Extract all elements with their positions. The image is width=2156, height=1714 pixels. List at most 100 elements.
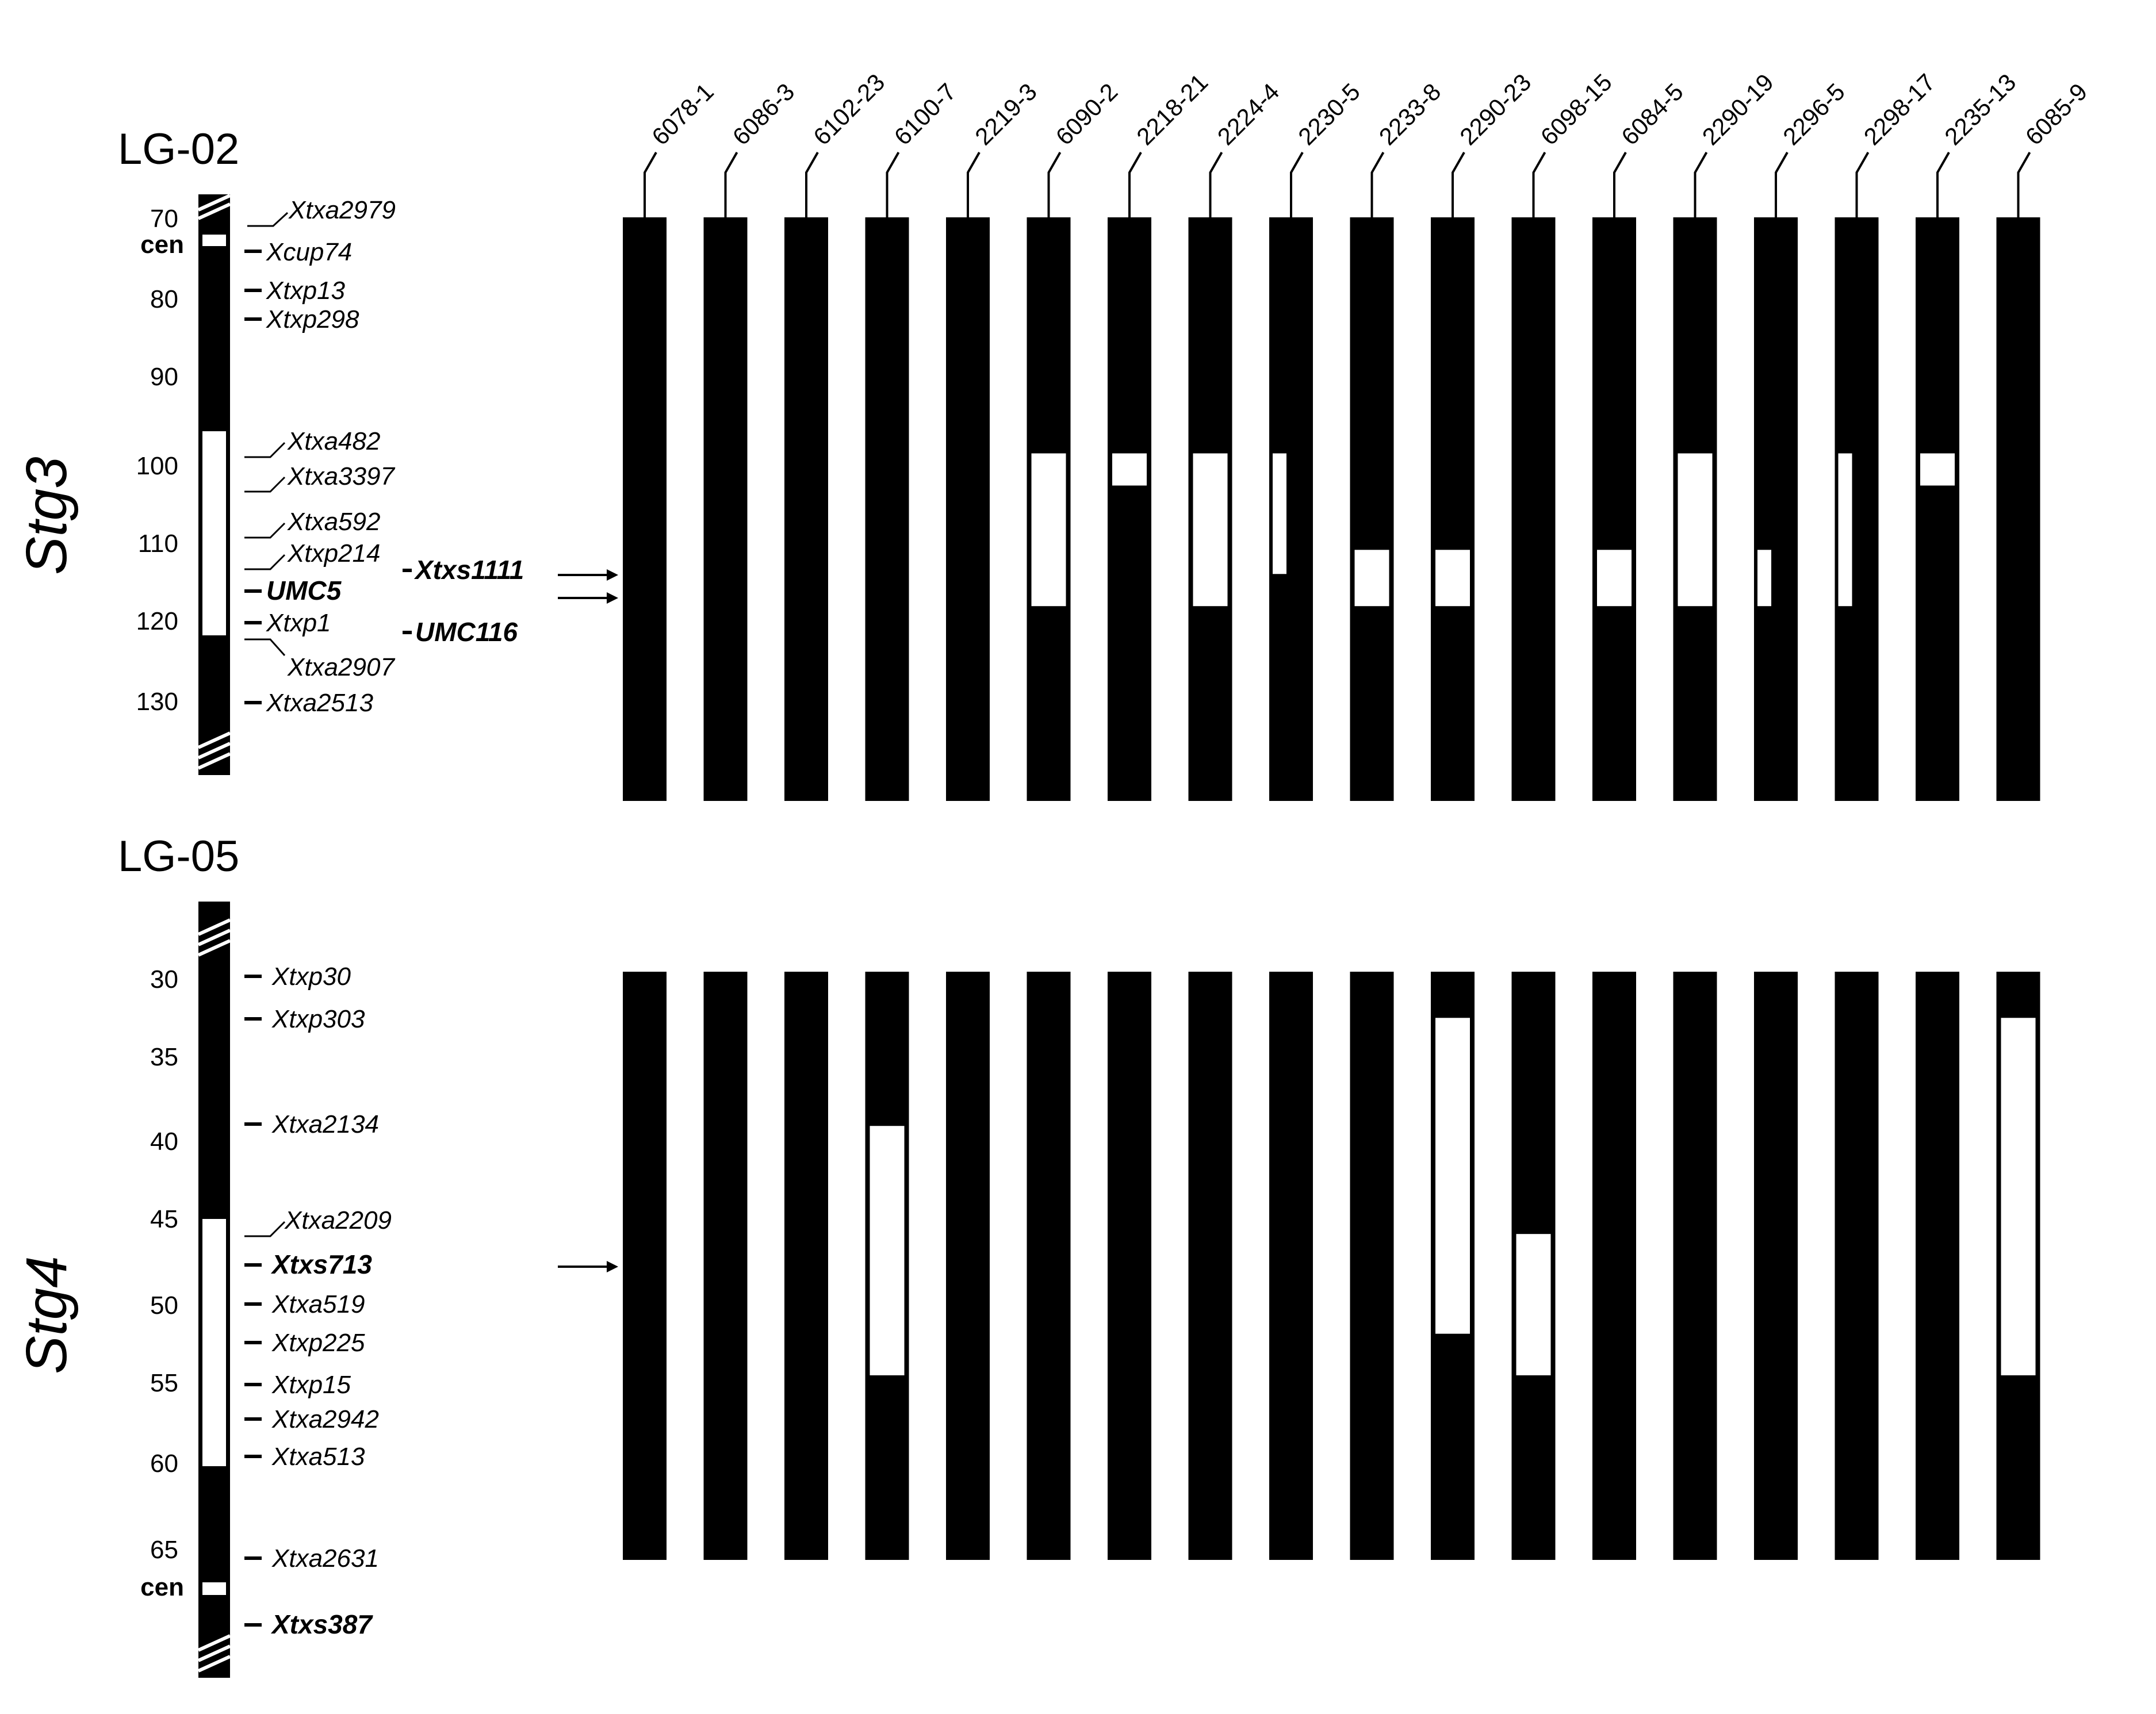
line-label-leader [1855,152,1870,217]
break-hatch-top [197,918,231,957]
line-label: 2219-3 [970,78,1042,151]
qtl-label-stg4: Stg4 [14,1256,79,1374]
centromere-label: cen [140,231,184,259]
tick-label: 30 [150,965,178,994]
tick-label: 110 [138,530,178,558]
line-column-2296-5 [1754,972,1798,1560]
line-column-2219-3 [946,217,990,801]
line-label: 6078-1 [646,78,719,151]
line-label-leader [1936,152,1950,217]
tick-label: 45 [150,1205,178,1233]
marker-label: Xtxp15 [271,1371,351,1399]
line-label-leader [1613,152,1627,217]
qtl-label-stg3: Stg3 [14,457,79,575]
line-column-6078-1 [623,972,667,1560]
line-label-leader [2017,152,2031,217]
line-column-2235-13 [1916,217,1959,801]
marker-label: Xcup74 [266,238,352,266]
line-column-2298-17 [1835,972,1879,1560]
tick-label: 55 [150,1369,178,1397]
marker-label: Xtxa2513 [266,689,373,717]
line-column-2218-21 [1108,972,1151,1560]
centromere-label: cen [140,1573,184,1601]
line-label-leader [1290,152,1304,217]
introgression-segment [1838,453,1852,607]
line-label: 6100-7 [889,78,962,151]
marker-label: Xtxa513 [271,1443,365,1471]
line-label: 2224-4 [1212,78,1285,151]
tick-label: 70 [150,205,178,233]
linkage-group-title: LG-05 [118,832,239,881]
panel-lg05: LG-05 Stg4 30 35 40 45 50 55 60 65 cen [14,832,2040,1678]
panel-lg02: LG-02 Stg3 70 cen 80 90 100 110 120 130 [14,125,2040,801]
line-column-2219-3 [946,972,990,1560]
line-label: 6084-5 [1616,78,1688,151]
tick-label: 40 [150,1128,178,1156]
marker-label: Xtxp214 [287,539,380,568]
marker-label: Xtxp225 [271,1329,365,1357]
introgression-segment [1678,453,1713,607]
line-label-leader [1532,152,1546,217]
line-label: 2235-13 [1939,68,2021,150]
tick-label: 100 [136,452,178,480]
line-label-leader [1452,152,1465,217]
centromere-mark [202,235,226,246]
introgression-segment [1193,453,1228,607]
marker-label: Xtxs1111 [413,555,524,585]
tick-label: 80 [150,285,178,313]
line-label-leader [1128,152,1142,217]
line-label: 6098-15 [1535,68,1617,150]
marker-label: Xtxs387 [270,1609,373,1639]
line-label: 2290-19 [1697,68,1779,150]
tick-label: 130 [136,688,178,716]
line-column-2218-21 [1108,217,1151,801]
marker-label: Xtxp1 [266,609,331,637]
line-label: 2296-5 [1778,78,1850,151]
line-label: 6102-23 [808,68,890,150]
line-label-leader [805,152,819,217]
qtl-region [202,1219,226,1466]
line-label: 2290-23 [1454,68,1536,150]
line-column-2290-19 [1673,972,1717,1560]
line-column-6084-5 [1592,972,1636,1560]
line-column-2230-5 [1269,972,1313,1560]
marker-label: Xtxa2979 [288,196,396,224]
introgression-segment [1112,453,1147,486]
introgression-segment [2001,1018,2036,1375]
marker-label: Xtxs713 [270,1249,372,1279]
introgression-segment [1757,550,1771,607]
line-column-6090-2 [1027,972,1071,1560]
line-column-2233-8 [1350,972,1394,1560]
tick-label: 60 [150,1450,178,1478]
qtl-region [202,431,226,635]
marker-leaders [244,212,412,704]
line-label-leader [967,152,981,217]
tick-label: 120 [136,607,178,635]
marker-label: Xtxa2209 [284,1206,392,1234]
marker-label: Xtxp30 [271,963,351,991]
marker-label: Xtxa592 [287,508,380,536]
chromosome-bar [197,902,231,1678]
line-label: 2298-17 [1859,68,1940,150]
line-label-leader [1775,152,1789,217]
line-column-2235-13 [1916,972,1959,1560]
linkage-group-title: LG-02 [118,125,239,174]
line-columns [623,972,2040,1560]
line-column-6084-5 [1592,217,1636,801]
line-label-leader [644,152,657,217]
introgression-segment [1354,550,1389,607]
marker-label: Xtxa3397 [287,462,395,490]
marker-leaders [244,975,286,1627]
tick-label: 65 [150,1536,178,1564]
marker-label: Xtxp13 [266,277,346,305]
line-label: 6085-9 [2020,78,2093,151]
introgression-segment [1920,453,1955,486]
break-hatch-bottom [197,1634,231,1673]
line-column-2224-4 [1188,972,1232,1560]
marker-label: Xtxa2631 [271,1544,379,1573]
tick-label: 50 [150,1291,178,1320]
line-label-leader [1694,152,1708,217]
line-column-6078-1 [623,217,667,801]
marker-label: Xtxp303 [271,1005,365,1033]
line-column-2290-23 [1431,217,1475,801]
